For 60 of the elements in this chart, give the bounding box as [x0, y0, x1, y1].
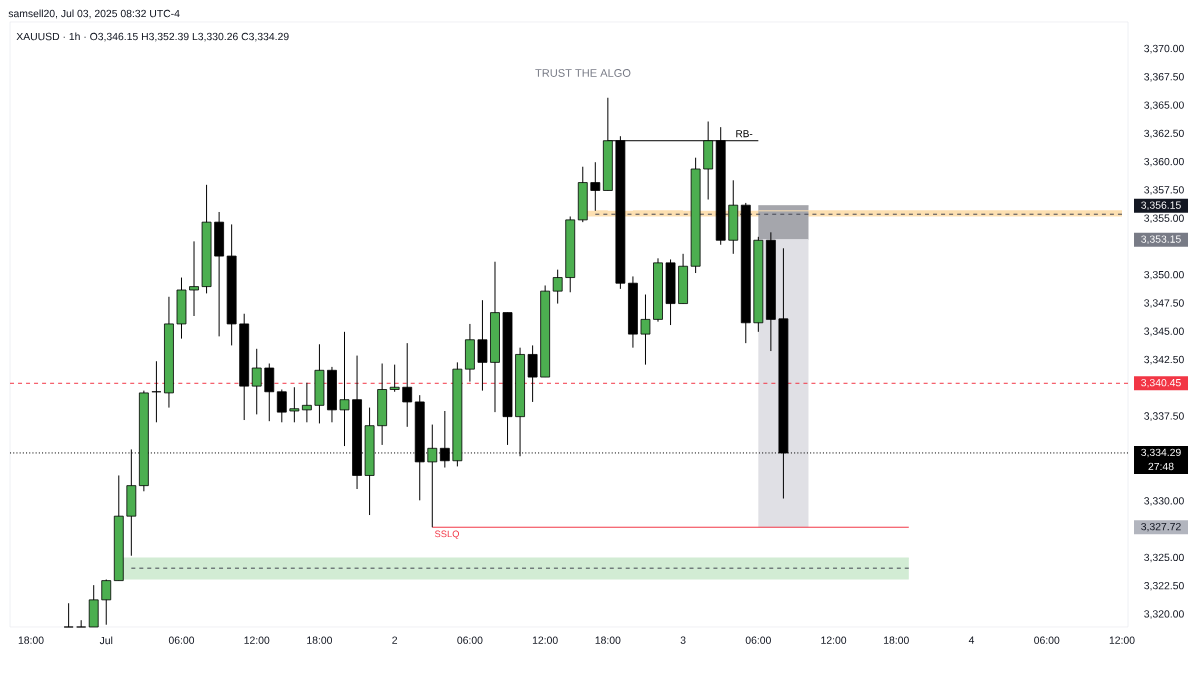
x-tick-label: 3 — [680, 636, 686, 644]
candlestick — [389, 364, 400, 393]
candlestick — [527, 344, 538, 403]
x-tick-label: 06:00 — [745, 636, 771, 644]
x-tick-label: 12:00 — [244, 636, 270, 644]
y-tick-label: 3,365.00 — [1144, 101, 1184, 110]
y-tick-label: 3,347.50 — [1144, 299, 1184, 308]
text: 3,327.72 — [1141, 522, 1181, 532]
candlestick — [590, 161, 601, 212]
x-tick-label: 12:00 — [821, 636, 847, 644]
x-tick-label: 2 — [392, 636, 398, 644]
x-tick-label: 06:00 — [168, 636, 195, 644]
text: XAUUSD · 1h · O3,346.15 H3,352.39 L3,330.26 C3,334.29 — [16, 32, 289, 42]
text: samsell20, Jul 03, 2025 08:32 UTC-4 — [8, 9, 180, 19]
ref-line-label: 3,334.29 — [1141, 448, 1181, 458]
candlestick — [63, 602, 74, 628]
text: 27:48 — [1148, 462, 1174, 471]
y-tick-label: 3,345.00 — [1144, 327, 1184, 337]
x-tick-label: 12:00 — [532, 636, 558, 644]
y-tick-label: 3,355.00 — [1144, 214, 1184, 224]
x-tick-label: 18:00 — [307, 636, 333, 644]
candlestick — [101, 578, 112, 626]
y-tick-label: 3,357.50 — [1144, 186, 1184, 195]
x-tick-label: Jul — [99, 636, 113, 645]
y-tick-label: 3,320.00 — [1144, 610, 1184, 619]
text: 3,356.15 — [1141, 201, 1181, 211]
y-tick-label: 3,362.50 — [1144, 129, 1184, 139]
candlestick — [339, 331, 350, 447]
candlestick — [640, 294, 651, 366]
candlestick — [552, 269, 563, 305]
y-tick-label: 3,342.50 — [1144, 355, 1184, 365]
x-tick-label: 18:00 — [18, 636, 44, 644]
text: 3,353.15 — [1141, 235, 1181, 244]
candlestick — [477, 299, 488, 392]
y-tick-label: 3,337.50 — [1144, 412, 1184, 421]
x-tick-label: 06:00 — [1034, 636, 1060, 644]
x-tick-label: 18:00 — [884, 636, 909, 644]
ref-line-label: 3,340.45 — [1141, 379, 1181, 388]
y-tick-label: 3,367.50 — [1144, 73, 1184, 82]
y-tick-label: 3,322.50 — [1144, 581, 1184, 591]
y-tick-label: 3,330.00 — [1144, 497, 1184, 506]
text: TRUST THE ALGO — [535, 69, 631, 77]
series-label: SSLQ — [434, 530, 460, 539]
x-tick-label: 18:00 — [595, 636, 621, 644]
y-tick-label: 3,360.00 — [1144, 157, 1184, 167]
candlestick — [189, 240, 199, 317]
y-tick-label: 3,325.00 — [1144, 553, 1184, 563]
candlestick — [289, 386, 300, 423]
candlestick — [301, 382, 312, 423]
y-tick-label: 3,350.00 — [1144, 271, 1184, 280]
candlestick — [276, 389, 287, 423]
y-tick-label: 3,370.00 — [1144, 44, 1184, 54]
candlestick — [151, 360, 162, 423]
x-tick-label: 4 — [968, 636, 975, 644]
candlestick — [251, 348, 262, 415]
x-tick-label: 06:00 — [457, 636, 483, 644]
series-label: RB- — [736, 130, 753, 138]
x-tick-label: 12:00 — [1109, 636, 1135, 644]
candlestick — [402, 342, 413, 428]
candlestick — [264, 363, 275, 422]
